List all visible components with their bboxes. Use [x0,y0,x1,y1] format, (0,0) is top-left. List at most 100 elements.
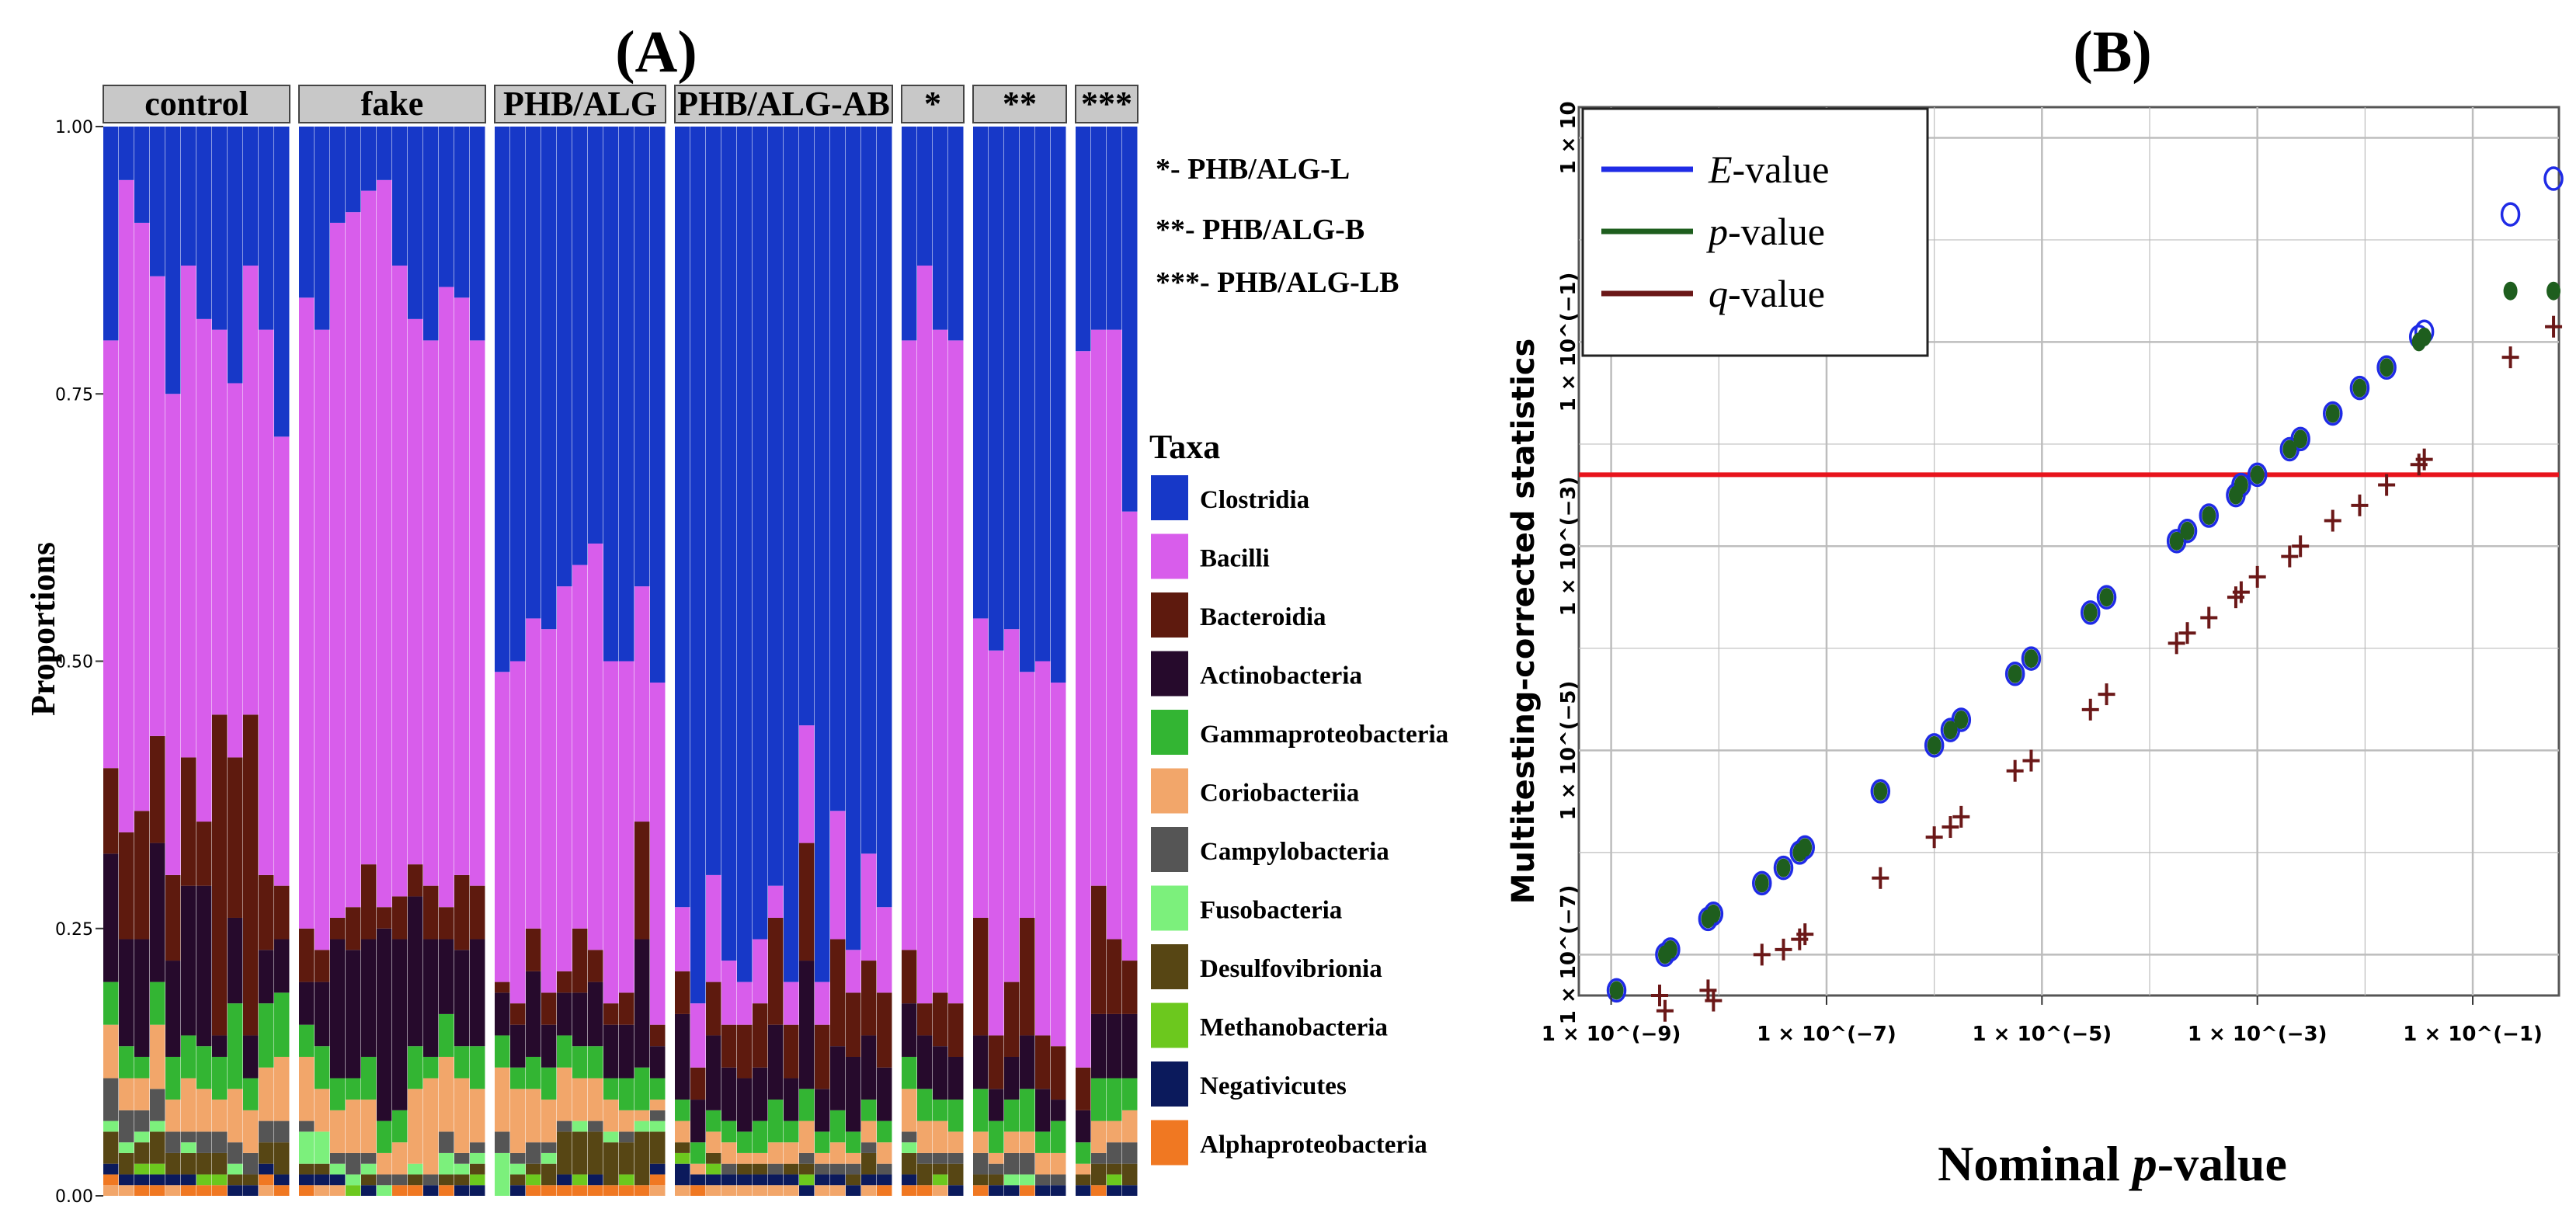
bar-segment-coriobacteriia [877,1142,892,1164]
bar-segment-methanobacteria [526,1174,541,1186]
bar-segment-coriobacteriia [315,1089,330,1132]
bar-segment-clostridia [243,127,259,266]
bar-segment-fusobacteria [541,1152,557,1164]
legend-label: E-value [1708,148,1829,191]
bar-segment-coriobacteriia [408,1089,423,1164]
bar-segment-desulfovibrionia [1122,1163,1138,1186]
bar-segment-gammaproteobacteria [768,1100,784,1143]
bar-segment-bacteroidia [299,928,315,982]
panel-b-title: (B) [2073,19,2151,85]
bar-segment-bacilli [1020,672,1035,918]
bar-segment-campylobacteria [815,1163,830,1175]
bar-segment-gammaproteobacteria [830,1110,846,1143]
y-tick-label: 0.00 [55,1187,93,1207]
bar-segment-fusobacteria [299,1131,315,1164]
bar-segment-campylobacteria [1035,1174,1051,1186]
legend-label: q-value [1709,272,1825,315]
point-p-value [1706,904,1721,923]
bar-segment-coriobacteriia [1076,1163,1091,1175]
bar-segment-campylobacteria [423,1174,439,1186]
point-p-value [1663,940,1677,959]
bar-segment-bacteroidia [454,874,470,950]
bar-segment-actinobacteria [526,971,541,1057]
bar-segment-desulfovibrionia [634,1131,650,1186]
bar-segment-bacteroidia [510,1003,526,1025]
bar-segment-desulfovibrionia [1107,1163,1122,1175]
bar-segment-fusobacteria [603,1131,619,1143]
bar-segment-negativicutes [1035,1185,1051,1196]
bar-segment-alphaproteobacteria [588,1185,603,1196]
bar-segment-bacteroidia [846,992,861,1057]
bar-segment-bacilli [315,329,330,950]
bar-segment-actinobacteria [196,885,212,1047]
bar-segment-gammaproteobacteria [361,1056,377,1100]
bar-segment-bacteroidia [392,896,408,940]
bar-segment-coriobacteriia [495,1067,510,1132]
bar-segment-negativicutes [1051,1185,1066,1196]
bar-segment-coriobacteriia [830,1185,846,1196]
bar-segment-coriobacteriia [470,1089,485,1143]
facet-label: PHB/ALG-AB [677,85,890,123]
panel-b-y-ticks: 1 × 10^(−7) 1 × 10^(−5) 1 × 10^(−3) 1 × 10^… [1557,101,1580,1024]
bar-segment-coriobacteriia [650,1100,666,1110]
bar-segment-coriobacteriia [439,1056,454,1132]
legend-label: Actinobacteria [1200,662,1362,690]
facet-label: *** [1081,85,1132,123]
bar-segment-fusobacteria [103,1121,119,1132]
bar-segment-clostridia [753,127,768,940]
bar-segment-actinobacteria [737,1078,753,1132]
point-q-value [2545,315,2563,338]
bar-segment-coriobacteriia [274,1056,290,1121]
bar-segment-negativicutes [690,1174,706,1186]
bar-segment-coriobacteriia [973,1131,989,1153]
legend-label: Campylobacteria [1200,838,1389,866]
bar-segment-gammaproteobacteria [119,1046,134,1079]
bar-segment-gammaproteobacteria [510,1067,526,1089]
point-p-value [1754,874,1769,893]
bar-segment-bacilli [799,725,815,843]
panel-b-points [1606,166,2564,1022]
bar-segment-bacilli [541,629,557,993]
bar-segment-bacilli [1035,661,1051,1036]
bar-segment-clostridia [768,127,784,886]
point-q-value [1952,805,1970,828]
bar-segment-campylobacteria [243,1152,259,1175]
bar-segment-negativicutes [948,1185,964,1196]
bar-segment-campylobacteria [470,1142,485,1153]
point-q-value [2378,474,2396,496]
bar-segment-actinobacteria [557,992,572,1036]
legend-label: Clostridia [1200,486,1309,514]
bar-segment-actinobacteria [1020,1035,1035,1089]
bar-segment-actinobacteria [799,961,815,1089]
legend-swatch [1151,651,1188,697]
bar-segment-actinobacteria [212,1035,228,1057]
point-p-value [2008,664,2022,683]
bar-segment-clostridia [634,127,650,587]
bar-segment-actinobacteria [846,1056,861,1132]
bar-segment-clostridia [917,127,933,266]
bar-segment-bacilli [299,297,315,929]
bar-segment-desulfovibrionia [948,1163,964,1186]
bar-segment-bacilli [572,565,588,929]
bar-segment-campylobacteria [299,1121,315,1132]
bar-segment-actinobacteria [1035,1089,1051,1132]
point-q-value [2022,749,2040,772]
bar-segment-bacteroidia [557,971,572,993]
bar-segment-bacilli [768,885,784,918]
bar-segment-bacteroidia [408,864,423,897]
bar-segment-campylobacteria [1004,1152,1020,1175]
panel-b-legend: E-value p-value q-value [1581,107,1929,357]
point-e-value [2376,355,2397,380]
panel-b-plot-frame [1577,106,2560,997]
bar-segment-negativicutes [861,1174,877,1186]
bar-segment-coriobacteriia [541,1100,557,1143]
bar-segment-bacteroidia [737,1024,753,1079]
bar-segment-bacteroidia [315,950,330,982]
bar-segment-alphaproteobacteria [196,1185,212,1196]
bar-segment-gammaproteobacteria [299,1024,315,1057]
bar-segment-negativicutes [299,1174,315,1186]
bar-segment-actinobacteria [588,982,603,1047]
bar-segment-campylobacteria [228,1142,243,1164]
bar-segment-coriobacteriia [103,1024,119,1079]
bar-segment-methanobacteria [150,1163,165,1175]
